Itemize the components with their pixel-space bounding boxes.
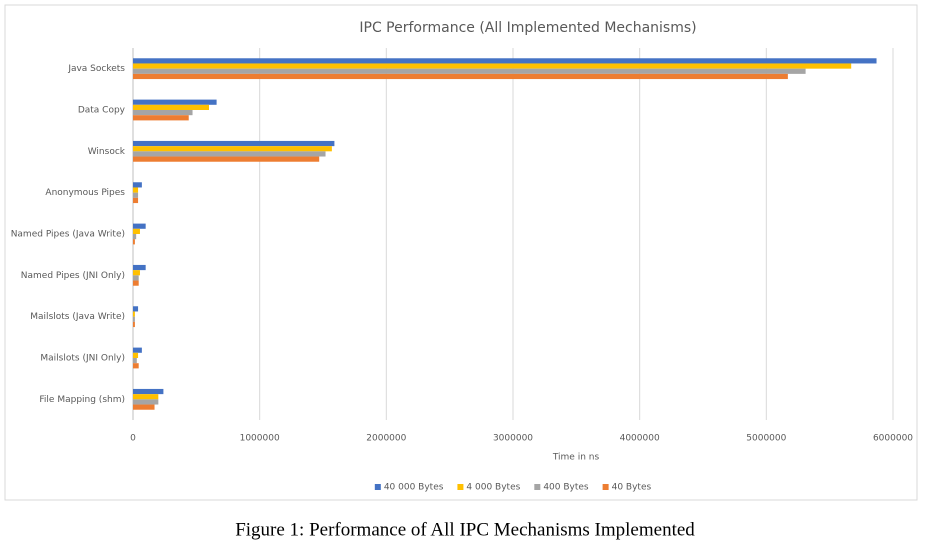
- bar: [133, 399, 159, 405]
- bar: [133, 275, 139, 281]
- x-tick-label: 0: [130, 434, 136, 444]
- bar: [133, 316, 135, 322]
- bar: [133, 187, 139, 193]
- x-tick-label: 6000000: [873, 434, 913, 444]
- bar: [133, 104, 209, 110]
- x-tick-label: 2000000: [366, 434, 406, 444]
- x-axis-label: Time in ns: [552, 453, 600, 463]
- bar: [133, 182, 142, 188]
- bar: [133, 311, 135, 317]
- bar: [133, 99, 217, 105]
- bar: [133, 197, 139, 204]
- y-tick-label: Mailslots (Java Write): [30, 312, 125, 322]
- bar: [133, 110, 193, 116]
- bar: [133, 388, 164, 395]
- bar: [133, 280, 139, 286]
- legend-label: 400 Bytes: [543, 483, 589, 493]
- bar: [133, 58, 877, 64]
- x-tick-label: 5000000: [746, 434, 786, 444]
- bar: [133, 352, 139, 358]
- bar: [133, 363, 139, 369]
- caption: Figure 1: Performance of All IPC Mechani…: [235, 519, 695, 540]
- legend-label: 4 000 Bytes: [466, 483, 520, 493]
- legend-swatch: [534, 484, 541, 490]
- bar: [133, 358, 137, 364]
- bar: [133, 115, 189, 121]
- bar: [133, 223, 146, 229]
- y-tick-label: Winsock: [88, 147, 126, 157]
- bar: [133, 68, 806, 74]
- bar: [133, 306, 139, 312]
- bar: [133, 73, 788, 80]
- bar: [133, 404, 155, 410]
- legend-swatch: [457, 484, 464, 490]
- x-tick-label: 1000000: [240, 434, 280, 444]
- y-tick-label: Data Copy: [78, 106, 126, 116]
- bar: [133, 321, 135, 328]
- chart-frame: [4, 4, 918, 501]
- bar: [133, 192, 139, 198]
- y-tick-label: Named Pipes (Java Write): [11, 230, 125, 240]
- y-tick-label: Named Pipes (JNI Only): [21, 271, 125, 281]
- bar: [133, 234, 137, 240]
- y-tick-label: Mailslots (JNI Only): [40, 354, 125, 364]
- bar: [133, 151, 326, 157]
- y-tick-label: Java Sockets: [67, 64, 125, 74]
- bar: [133, 140, 335, 147]
- legend-label: 40 Bytes: [612, 483, 652, 493]
- y-tick-label: File Mapping (shm): [39, 395, 125, 405]
- bar: [133, 270, 140, 276]
- bar: [133, 228, 140, 234]
- chart-title: IPC Performance (All Implemented Mechani…: [359, 20, 696, 36]
- x-tick-label: 3000000: [493, 434, 533, 444]
- bar: [133, 146, 332, 152]
- legend-label: 40 000 Bytes: [384, 483, 444, 493]
- bar: [133, 347, 142, 353]
- bar: [133, 156, 320, 162]
- bar: [133, 394, 159, 400]
- legend-swatch: [602, 484, 609, 490]
- bar: [133, 264, 146, 271]
- bar: [133, 239, 135, 245]
- x-tick-label: 4000000: [620, 434, 660, 444]
- y-tick-label: Anonymous Pipes: [45, 188, 125, 198]
- legend-swatch: [374, 484, 381, 490]
- bar: [133, 63, 852, 69]
